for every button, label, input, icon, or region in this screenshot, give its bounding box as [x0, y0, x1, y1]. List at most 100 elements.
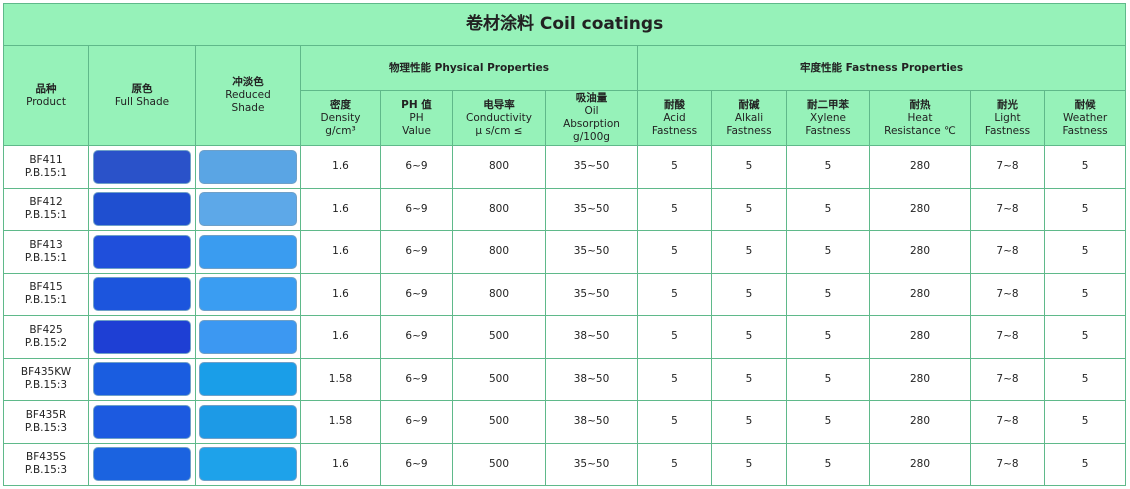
product-cell: BF413 P.B.15:1: [3, 230, 89, 274]
value-cell: 5: [1043, 272, 1127, 316]
product-line: P.B.15:3: [24, 421, 68, 434]
swatch-cell: [195, 400, 301, 444]
color-swatch: [93, 447, 191, 482]
value-cell: 38~50: [545, 400, 638, 444]
value-cell: 5: [711, 400, 787, 444]
value-cell: 5: [786, 272, 870, 316]
product-line: BF412: [29, 196, 63, 209]
header-en: g/cm³: [325, 124, 356, 137]
column-header: 耐碱 Alkali Fastness: [711, 90, 787, 146]
value-cell: 5: [786, 357, 870, 401]
value-cell: 5: [637, 272, 712, 316]
product-line: P.B.15:3: [24, 464, 68, 477]
value-cell: 5: [786, 442, 870, 486]
color-swatch: [93, 149, 191, 184]
value-cell: 5: [637, 145, 712, 189]
value-cell: 5: [711, 315, 787, 359]
value-cell: 6~9: [380, 442, 453, 486]
header-en: Fastness: [805, 124, 851, 137]
header-en: g/100g: [573, 131, 610, 143]
value-cell: 5: [637, 357, 712, 401]
value-cell: 5: [1043, 357, 1127, 401]
value-cell: 6~9: [380, 230, 453, 274]
value-cell: 1.6: [300, 442, 381, 486]
column-header: 品种 Product: [3, 45, 89, 146]
value-cell: 35~50: [545, 442, 638, 486]
header-en: Heat: [907, 111, 933, 124]
product-line: BF425: [29, 323, 63, 336]
swatch-cell: [195, 187, 301, 231]
value-cell: 280: [869, 230, 971, 274]
value-cell: 5: [711, 442, 787, 486]
value-cell: 1.6: [300, 272, 381, 316]
swatch-cell: [195, 145, 301, 189]
value-cell: 5: [711, 187, 787, 231]
value-cell: 280: [869, 315, 971, 359]
value-cell: 1.6: [300, 230, 381, 274]
color-swatch: [199, 192, 297, 227]
color-swatch: [199, 277, 297, 312]
group-header: 物理性能 Physical Properties: [300, 45, 638, 91]
column-header: 吸油量 Oil Absorption g/100g: [545, 90, 638, 146]
product-cell: BF435KW P.B.15:3: [3, 357, 89, 401]
value-cell: 35~50: [545, 145, 638, 189]
group-header: 牢度性能 Fastness Properties: [636, 45, 1127, 91]
product-line: BF411: [29, 153, 63, 166]
header-zh: 耐候: [1074, 98, 1096, 111]
color-swatch: [93, 404, 191, 439]
value-cell: 6~9: [380, 145, 453, 189]
value-cell: 7~8: [970, 315, 1045, 359]
header-en: Product: [26, 95, 66, 108]
column-header: 电导率 Conductivity μ s/cm ≤: [452, 90, 546, 146]
table-row: BF411 P.B.15:1 1.6 6~9 800 35~50 5 5 5 280 7~8 5: [3, 145, 1127, 189]
header-zh: 耐酸: [664, 98, 685, 111]
color-swatch: [199, 404, 297, 439]
color-swatch: [199, 362, 297, 397]
column-header: 原色 Full Shade: [88, 45, 196, 146]
header-en: Value: [402, 124, 431, 137]
column-header: PH 值 PH Value: [380, 90, 453, 146]
value-cell: 500: [452, 400, 546, 444]
header-en: PH: [409, 111, 424, 124]
header-zh: 耐二甲苯: [807, 98, 849, 111]
header-en: Oil: [584, 105, 599, 117]
value-cell: 5: [637, 230, 712, 274]
header-zh: 电导率: [483, 98, 515, 111]
table-row: BF413 P.B.15:1 1.6 6~9 800 35~50 5 5 5 280 7~8 5: [3, 230, 1127, 274]
header-en: Fastness: [984, 124, 1031, 137]
value-cell: 7~8: [970, 400, 1045, 444]
value-cell: 35~50: [545, 230, 638, 274]
swatch-cell: [88, 230, 196, 274]
header-zh: PH 值: [401, 98, 432, 111]
table-row: BF412 P.B.15:1 1.6 6~9 800 35~50 5 5 5 280 7~8 5: [3, 187, 1127, 231]
value-cell: 5: [786, 400, 870, 444]
value-cell: 5: [1043, 400, 1127, 444]
value-cell: 5: [711, 145, 787, 189]
product-cell: BF435R P.B.15:3: [3, 400, 89, 444]
value-cell: 800: [452, 187, 546, 231]
product-line: BF415: [29, 281, 63, 294]
value-cell: 280: [869, 357, 971, 401]
value-cell: 7~8: [970, 442, 1045, 486]
product-line: BF435R: [25, 408, 67, 421]
value-cell: 5: [637, 187, 712, 231]
header-en: Full Shade: [114, 95, 170, 108]
value-cell: 1.6: [300, 315, 381, 359]
column-header: 耐候 Weather Fastness: [1043, 90, 1127, 146]
header-en: Reduced: [225, 89, 271, 101]
product-cell: BF425 P.B.15:2: [3, 315, 89, 359]
column-header: 耐热 Heat Resistance ℃: [869, 90, 971, 146]
header-zh: 原色: [131, 82, 153, 95]
value-cell: 38~50: [545, 315, 638, 359]
swatch-cell: [88, 145, 196, 189]
product-line: P.B.15:1: [24, 294, 68, 307]
header-zh: 密度: [330, 98, 351, 111]
header-en: Xylene: [810, 111, 846, 124]
table-row: BF435R P.B.15:3 1.58 6~9 500 38~50 5 5 5 280 7~8 5: [3, 400, 1127, 444]
header-zh: 品种: [35, 82, 57, 95]
coil-coatings-table: 卷材涂料 Coil coatings 品种 Product 原色 Full Shade…: [2, 3, 1127, 486]
header-zh: 耐热: [909, 98, 931, 111]
swatch-cell: [88, 400, 196, 444]
product-line: P.B.15:1: [24, 166, 68, 179]
color-swatch: [199, 234, 297, 269]
